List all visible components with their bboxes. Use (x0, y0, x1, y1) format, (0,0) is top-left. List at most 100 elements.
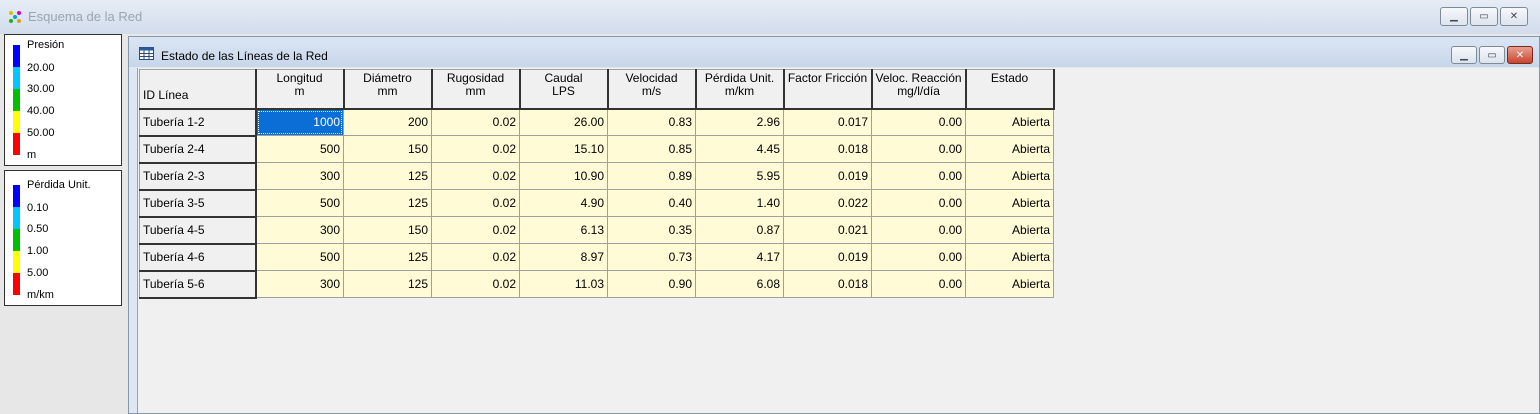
table-cell[interactable]: Abierta (965, 243, 1055, 271)
table-cell[interactable]: 0.019 (783, 162, 872, 190)
table-cell[interactable]: 1.40 (695, 189, 784, 217)
table-cell[interactable]: 0.73 (607, 243, 696, 271)
table-cell[interactable]: 0.02 (431, 189, 520, 217)
table-cell[interactable]: Abierta (965, 270, 1055, 298)
table-cell[interactable]: 150 (343, 135, 432, 163)
legend-unit: m/km (27, 289, 54, 301)
table-cell[interactable]: 1000 (255, 108, 344, 136)
legend-value: 30.00 (27, 83, 55, 95)
table-cell[interactable]: 125 (343, 243, 432, 271)
table-cell[interactable]: 0.90 (607, 270, 696, 298)
column-header[interactable]: Diámetro mm (343, 69, 433, 110)
table-cell[interactable]: 0.00 (870, 162, 967, 190)
row-header-cell[interactable]: Tubería 3-5 (139, 189, 257, 218)
table-cell[interactable]: 10.90 (519, 162, 608, 190)
column-header[interactable]: Veloc. Reacción mg/l/día (870, 69, 967, 110)
table-cell[interactable]: Abierta (965, 135, 1055, 163)
table-cell[interactable]: 0.87 (695, 216, 784, 244)
table-cell[interactable]: 2.96 (695, 108, 784, 136)
table-cell[interactable]: 0.02 (431, 270, 520, 298)
table-cell[interactable]: 0.00 (870, 189, 967, 217)
table-cell[interactable]: 0.019 (783, 243, 872, 271)
row-header-cell[interactable]: Tubería 4-6 (139, 243, 257, 272)
table-cell[interactable]: Abierta (965, 216, 1055, 244)
row-header-cell[interactable]: Tubería 1-2 (139, 108, 257, 137)
table-cell[interactable]: Abierta (965, 108, 1055, 136)
table-cell[interactable]: 4.17 (695, 243, 784, 271)
column-header-unit: mg/l/día (897, 84, 940, 98)
table-cell[interactable]: 300 (255, 270, 344, 298)
table-cell[interactable]: 500 (255, 243, 344, 271)
row-header-cell[interactable]: Tubería 5-6 (139, 270, 257, 299)
table-cell[interactable]: 0.02 (431, 108, 520, 136)
table-cell[interactable]: 200 (343, 108, 432, 136)
table-cell[interactable]: 300 (255, 162, 344, 190)
table-cell[interactable]: 15.10 (519, 135, 608, 163)
table-cell[interactable]: 11.03 (519, 270, 608, 298)
minimize-icon[interactable]: ▁ (1451, 46, 1477, 64)
table-cell[interactable]: 4.90 (519, 189, 608, 217)
headloss-legend[interactable]: Pérdida Unit. 0.10 0.50 1.00 5.00 m/km (4, 170, 122, 306)
row-header-cell[interactable]: Tubería 2-4 (139, 135, 257, 164)
maximize-icon[interactable]: ▭ (1479, 46, 1505, 64)
legend-color-segment (13, 273, 20, 295)
legend-color-segment (13, 67, 20, 89)
row-header-cell[interactable]: Tubería 2-3 (139, 162, 257, 191)
pressure-legend[interactable]: Presión 20.00 30.00 40.00 50.00 m (4, 34, 122, 166)
column-header[interactable]: Pérdida Unit. m/km (695, 69, 785, 110)
table-cell[interactable]: 0.02 (431, 243, 520, 271)
outer-window-title: Esquema de la Red (28, 9, 143, 24)
table-cell[interactable]: 0.00 (870, 108, 967, 136)
column-header[interactable]: Factor Fricción (783, 69, 873, 110)
table-cell[interactable]: 8.97 (519, 243, 608, 271)
column-header-unit: LPS (552, 84, 575, 98)
table-cell[interactable]: 5.95 (695, 162, 784, 190)
table-cell[interactable]: 0.00 (870, 216, 967, 244)
column-header[interactable]: Velocidad m/s (607, 69, 697, 110)
table-cell[interactable]: Abierta (965, 189, 1055, 217)
table-cell[interactable]: 0.89 (607, 162, 696, 190)
close-icon[interactable]: ✕ (1500, 7, 1528, 26)
table-cell[interactable]: 0.018 (783, 135, 872, 163)
column-header[interactable]: Rugosidad mm (431, 69, 521, 110)
close-icon[interactable]: ✕ (1507, 46, 1533, 64)
table-cell[interactable]: 125 (343, 162, 432, 190)
table-cell[interactable]: 150 (343, 216, 432, 244)
row-header-cell[interactable]: Tubería 4-5 (139, 216, 257, 245)
table-cell[interactable]: 0.017 (783, 108, 872, 136)
table-cell[interactable]: Abierta (965, 162, 1055, 190)
legend-color-segment (13, 111, 20, 133)
table-cell[interactable]: 125 (343, 270, 432, 298)
table-cell[interactable]: 0.02 (431, 216, 520, 244)
table-cell[interactable]: 0.00 (870, 135, 967, 163)
column-header-unit: m/km (724, 84, 755, 98)
table-cell[interactable]: 0.021 (783, 216, 872, 244)
table-cell[interactable]: 300 (255, 216, 344, 244)
minimize-icon[interactable]: ▁ (1440, 7, 1468, 26)
table-cell[interactable]: 0.022 (783, 189, 872, 217)
maximize-icon[interactable]: ▭ (1470, 7, 1498, 26)
column-header[interactable]: Estado (965, 69, 1055, 110)
table-cell[interactable]: 0.018 (783, 270, 872, 298)
table-cell[interactable]: 0.83 (607, 108, 696, 136)
table-cell[interactable]: 0.02 (431, 135, 520, 163)
table-cell[interactable]: 6.08 (695, 270, 784, 298)
column-header[interactable]: Longitud m (255, 69, 345, 110)
table-cell[interactable]: 500 (255, 135, 344, 163)
legend-color-segment (13, 89, 20, 111)
table-cell[interactable]: 0.02 (431, 162, 520, 190)
table-cell[interactable]: 125 (343, 189, 432, 217)
column-header-label: Diámetro (363, 71, 412, 85)
table-cell[interactable]: 0.40 (607, 189, 696, 217)
table-cell[interactable]: 0.00 (870, 243, 967, 271)
table-cell[interactable]: 6.13 (519, 216, 608, 244)
table-cell[interactable]: 0.35 (607, 216, 696, 244)
table-cell[interactable]: 500 (255, 189, 344, 217)
table-cell[interactable]: 4.45 (695, 135, 784, 163)
table-cell[interactable]: 0.00 (870, 270, 967, 298)
table-cell[interactable]: 0.85 (607, 135, 696, 163)
table-cell[interactable]: 26.00 (519, 108, 608, 136)
column-header[interactable]: ID Línea (139, 69, 257, 110)
column-header[interactable]: Caudal LPS (519, 69, 609, 110)
legend-value: 0.10 (27, 202, 49, 214)
